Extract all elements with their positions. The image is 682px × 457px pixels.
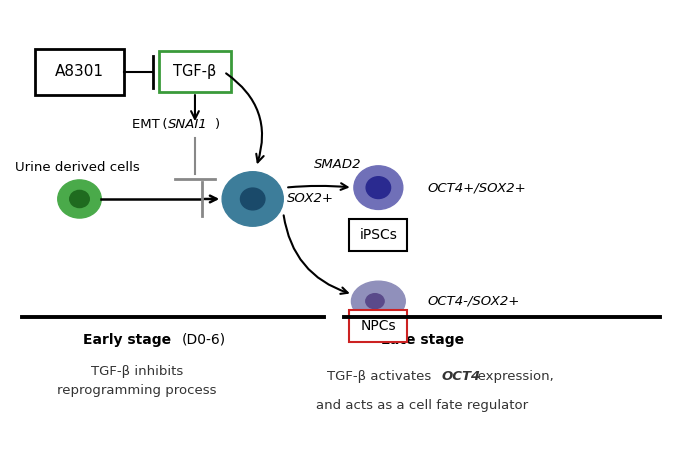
Ellipse shape [58,180,101,218]
Text: NPCs: NPCs [361,319,396,333]
Text: (D0-6): (D0-6) [181,333,226,347]
Text: SNAI1: SNAI1 [168,117,207,131]
Ellipse shape [366,294,384,308]
Text: TGF-β inhibits
reprogramming process: TGF-β inhibits reprogramming process [57,365,217,397]
Text: expression,: expression, [475,370,554,383]
Ellipse shape [222,172,283,226]
Text: and acts as a cell fate regulator: and acts as a cell fate regulator [316,399,529,412]
FancyBboxPatch shape [349,310,407,342]
Text: Early stage: Early stage [83,333,171,347]
Text: Urine derived cells: Urine derived cells [15,161,140,174]
Text: EMT (: EMT ( [132,117,168,131]
Text: OCT4+/SOX2+: OCT4+/SOX2+ [428,181,527,194]
Text: SMAD2: SMAD2 [314,159,361,171]
FancyArrowPatch shape [284,215,348,294]
Text: TGF-β: TGF-β [173,64,217,80]
Text: SOX2+: SOX2+ [286,192,333,206]
Text: iPSCs: iPSCs [359,228,398,242]
Text: OCT4: OCT4 [441,370,481,383]
Ellipse shape [366,177,391,198]
FancyBboxPatch shape [160,51,231,92]
Ellipse shape [241,188,265,210]
FancyArrowPatch shape [226,74,264,162]
FancyBboxPatch shape [349,219,407,251]
Text: A8301: A8301 [55,64,104,80]
Ellipse shape [70,191,89,207]
Ellipse shape [354,166,403,209]
FancyArrowPatch shape [288,183,347,190]
Text: ): ) [216,117,220,131]
Text: OCT4-/SOX2+: OCT4-/SOX2+ [428,295,520,308]
Text: Late stage: Late stage [381,333,464,347]
Ellipse shape [351,281,405,321]
Text: TGF-β activates: TGF-β activates [327,370,434,383]
FancyBboxPatch shape [35,49,123,95]
